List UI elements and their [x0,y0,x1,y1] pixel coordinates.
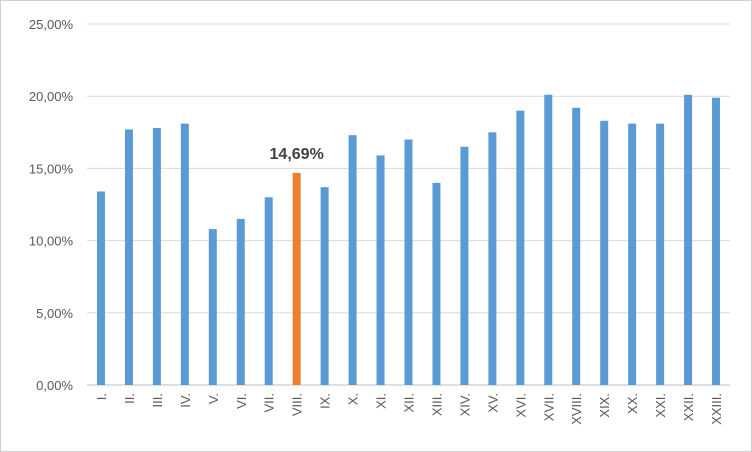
bar [264,197,273,385]
y-tick-label: 25,00% [29,17,74,32]
bar [712,97,721,386]
x-tick-label: XII. [402,393,417,413]
bar [320,187,329,385]
x-tick-label: XIX. [597,393,612,418]
x-tick-label: XIII. [429,393,444,416]
y-tick-label: 10,00% [29,234,74,249]
x-tick-label: XVII. [541,393,556,421]
x-tick-label: XV. [485,393,500,413]
bar [460,146,469,385]
bar [348,135,357,385]
bar [376,155,385,385]
bar [572,107,581,385]
x-tick-label: IX. [318,393,333,409]
data-label: 14,69% [270,146,324,163]
x-tick-label: VII. [262,393,277,413]
x-tick-label: III. [150,393,165,407]
y-tick-label: 5,00% [36,306,73,321]
x-tick-label: I. [94,393,109,400]
bar [208,229,217,385]
bar [404,139,413,385]
bar [628,123,637,386]
bar [180,123,189,386]
x-tick-label: IV. [178,393,193,408]
bar [516,110,525,385]
y-tick-label: 20,00% [29,89,74,104]
bar [292,172,301,385]
x-tick-label: XXI. [653,393,668,418]
bar [96,191,105,385]
bar [124,129,133,385]
x-tick-label: VIII. [290,393,305,416]
bar [600,120,609,386]
x-tick-label: XXIII. [709,393,724,425]
x-tick-label: XVIII. [569,393,584,425]
bar [544,94,553,386]
bar [432,182,441,385]
x-tick-label: II. [122,393,137,404]
y-tick-label: 15,00% [29,161,74,176]
x-tick-label: XVI. [513,393,528,418]
bar [236,218,245,385]
x-tick-label: XI. [374,393,389,409]
x-tick-label: XXII. [681,393,696,421]
y-tick-label: 0,00% [36,378,73,393]
bar [152,127,161,385]
x-tick-label: VI. [234,393,249,409]
x-tick-label: V. [206,393,221,404]
bar [488,132,497,385]
bar [684,94,693,386]
x-tick-label: X. [346,393,361,405]
x-tick-label: XX. [625,393,640,414]
x-tick-label: XIV. [457,393,472,416]
bar [656,123,665,386]
